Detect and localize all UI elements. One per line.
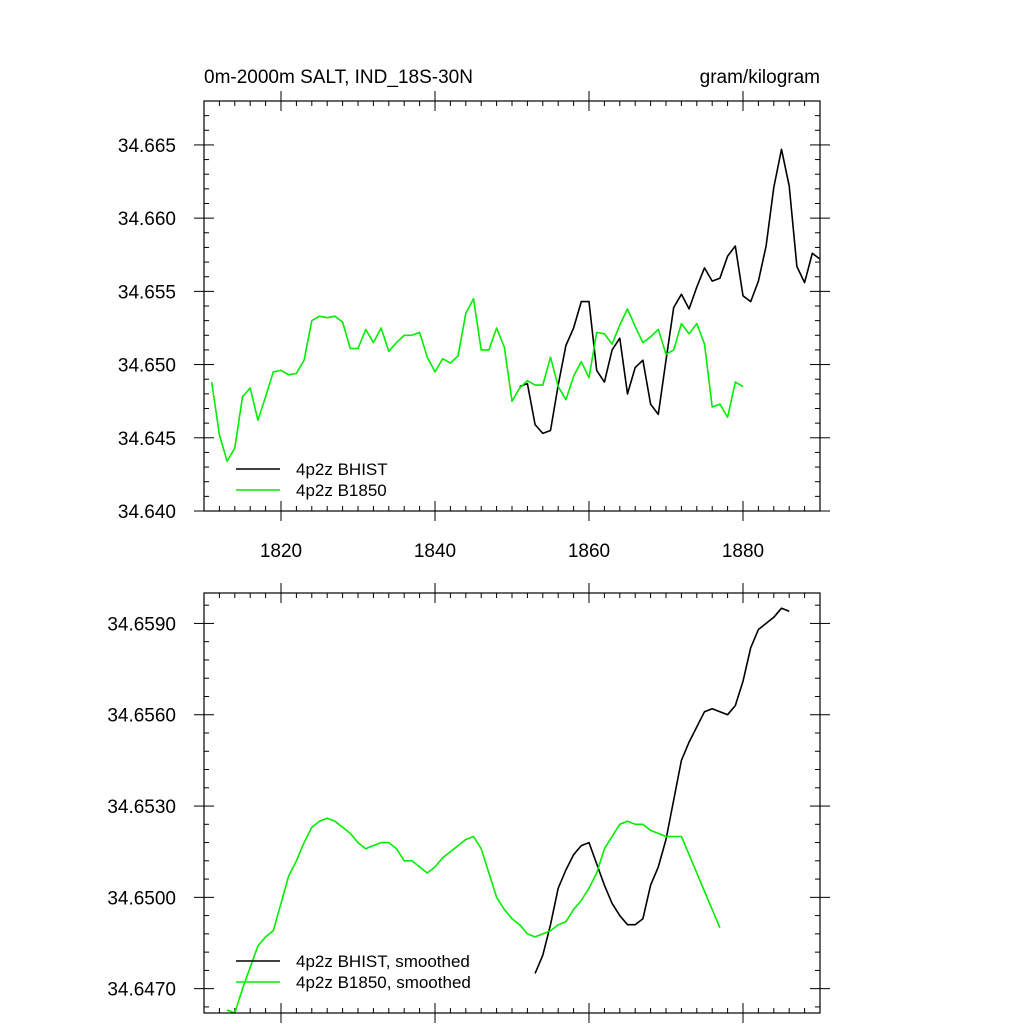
bottom-panel-frame — [203, 592, 821, 1014]
series-line-4p2z-b1850 — [210, 297, 744, 463]
x-tick-label: 1840 — [414, 541, 456, 562]
bottom-panel-series — [226, 607, 790, 1014]
series-line-4p2z-bhist — [519, 148, 821, 435]
top-panel-frame — [203, 100, 821, 512]
y-tick-label: 34.650 — [118, 356, 176, 377]
y-tick-label: 34.645 — [118, 429, 176, 450]
y-tick-label: 34.6560 — [107, 706, 176, 727]
y-tick-label: 34.655 — [118, 282, 176, 303]
bottom-panel-legend: 4p2z BHIST, smoothed 4p2z B1850, smoothe… — [236, 952, 471, 992]
y-tick-label: 34.665 — [118, 136, 176, 157]
legend-label-bhist: 4p2z BHIST — [296, 460, 388, 479]
legend-label-b1850-smoothed: 4p2z B1850, smoothed — [296, 973, 471, 992]
y-tick-label: 34.6500 — [107, 888, 176, 909]
series-line-4p2z-bhist-smoothed — [534, 607, 790, 974]
top-panel-series — [210, 148, 821, 463]
top-panel-units-label: gram/kilogram — [700, 67, 820, 88]
y-tick-label: 34.6470 — [107, 980, 176, 1001]
y-tick-label: 34.660 — [118, 209, 176, 230]
legend-label-bhist-smoothed: 4p2z BHIST, smoothed — [296, 952, 470, 971]
x-tick-label: 1860 — [568, 541, 610, 562]
x-tick-label: 1820 — [260, 541, 302, 562]
top-panel-raw-series: 0m-2000m SALT, IND_18S-30N gram/kilogram… — [118, 67, 830, 562]
legend-label-b1850: 4p2z B1850 — [296, 481, 387, 500]
top-panel-title-left: 0m-2000m SALT, IND_18S-30N — [204, 67, 473, 88]
x-tick-label: 1880 — [722, 541, 764, 562]
top-panel-legend: 4p2z BHIST 4p2z B1850 — [236, 460, 388, 500]
y-tick-label: 34.6590 — [107, 614, 176, 635]
bottom-panel-ticks: 34.6470 34.6500 34.6530 34.6560 34.6590 — [107, 583, 830, 1023]
y-tick-label: 34.640 — [118, 502, 176, 523]
y-tick-label: 34.6530 — [107, 797, 176, 818]
series-line-4p2z-b1850-smoothed — [226, 817, 721, 1014]
top-panel-ticks: 1820 1840 1860 1880 34.640 34.645 34.650 34.655… — [118, 91, 830, 562]
bottom-panel-smoothed-series: 34.6470 34.6500 34.6530 34.6560 34.6590 4p2z… — [107, 583, 830, 1023]
